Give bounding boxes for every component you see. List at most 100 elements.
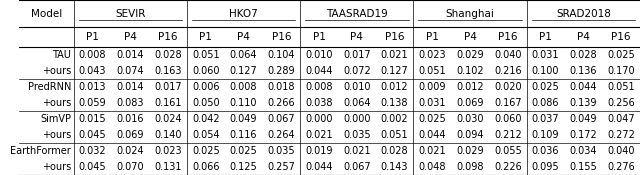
Text: 0.043: 0.043 [79,66,106,76]
Text: +ours: +ours [42,66,71,76]
Text: P16: P16 [385,32,404,42]
Text: 0.051: 0.051 [381,130,408,140]
Text: 0.051: 0.051 [419,66,446,76]
Text: P1: P1 [426,32,439,42]
Text: 0.031: 0.031 [532,50,559,60]
Text: 0.021: 0.021 [305,130,333,140]
Text: 0.048: 0.048 [419,162,446,172]
Text: 0.064: 0.064 [230,50,257,60]
Text: 0.163: 0.163 [154,66,182,76]
Text: 0.036: 0.036 [532,146,559,156]
Text: 0.045: 0.045 [79,162,106,172]
Text: 0.049: 0.049 [570,114,597,124]
Text: 0.083: 0.083 [116,98,144,108]
Text: 0.042: 0.042 [192,114,220,124]
Text: 0.009: 0.009 [419,82,446,92]
Text: P4: P4 [577,32,590,42]
Text: 0.226: 0.226 [494,162,522,172]
Text: 0.010: 0.010 [343,82,371,92]
Text: 0.012: 0.012 [456,82,484,92]
Text: 0.109: 0.109 [532,130,559,140]
Text: 0.143: 0.143 [381,162,408,172]
Text: 0.000: 0.000 [305,114,333,124]
Text: 0.074: 0.074 [116,66,144,76]
Text: 0.104: 0.104 [268,50,295,60]
Text: 0.014: 0.014 [116,50,144,60]
Text: 0.127: 0.127 [381,66,408,76]
Text: 0.136: 0.136 [570,66,597,76]
Text: 0.044: 0.044 [305,66,333,76]
Text: 0.035: 0.035 [268,146,295,156]
Text: 0.019: 0.019 [305,146,333,156]
Text: 0.060: 0.060 [192,66,220,76]
Text: P4: P4 [464,32,477,42]
Text: 0.021: 0.021 [343,146,371,156]
Text: 0.024: 0.024 [116,146,144,156]
Text: 0.025: 0.025 [419,114,446,124]
Text: SimVP: SimVP [40,114,71,124]
Text: 0.008: 0.008 [230,82,257,92]
Text: 0.045: 0.045 [79,130,106,140]
Text: SRAD2018: SRAD2018 [556,9,611,19]
Text: P1: P1 [539,32,552,42]
Text: 0.028: 0.028 [381,146,408,156]
Text: 0.015: 0.015 [79,114,106,124]
Text: +ours: +ours [42,98,71,108]
Text: PredRNN: PredRNN [28,82,71,92]
Text: 0.021: 0.021 [419,146,446,156]
Text: P4: P4 [124,32,137,42]
Text: 0.257: 0.257 [268,162,295,172]
Text: 0.008: 0.008 [79,50,106,60]
Text: 0.028: 0.028 [154,50,182,60]
Text: 0.138: 0.138 [381,98,408,108]
Text: 0.000: 0.000 [343,114,371,124]
Text: 0.125: 0.125 [230,162,257,172]
Text: 0.116: 0.116 [230,130,257,140]
Text: HKO7: HKO7 [229,9,258,19]
Text: 0.028: 0.028 [570,50,597,60]
Text: 0.017: 0.017 [343,50,371,60]
Text: 0.216: 0.216 [494,66,522,76]
Text: 0.024: 0.024 [154,114,182,124]
Text: 0.070: 0.070 [116,162,144,172]
Text: 0.051: 0.051 [192,50,220,60]
Text: 0.289: 0.289 [268,66,295,76]
Text: P1: P1 [313,32,326,42]
Text: 0.014: 0.014 [116,82,144,92]
Text: Shanghai: Shanghai [445,9,495,19]
Text: 0.272: 0.272 [607,130,635,140]
Text: 0.131: 0.131 [154,162,182,172]
Text: 0.155: 0.155 [570,162,597,172]
Text: 0.264: 0.264 [268,130,295,140]
Text: +ours: +ours [42,162,71,172]
Text: 0.025: 0.025 [532,82,559,92]
Text: 0.002: 0.002 [381,114,408,124]
Text: EarthFormer: EarthFormer [10,146,71,156]
Text: 0.020: 0.020 [494,82,522,92]
Text: 0.067: 0.067 [268,114,295,124]
Text: 0.276: 0.276 [607,162,635,172]
Text: 0.044: 0.044 [305,162,333,172]
Text: SEVIR: SEVIR [115,9,145,19]
Text: 0.212: 0.212 [494,130,522,140]
Text: P4: P4 [351,32,364,42]
Text: 0.266: 0.266 [268,98,295,108]
Text: 0.067: 0.067 [343,162,371,172]
Text: 0.170: 0.170 [607,66,635,76]
Text: Model: Model [31,9,62,19]
Text: 0.069: 0.069 [456,98,484,108]
Text: 0.038: 0.038 [305,98,333,108]
Text: 0.008: 0.008 [305,82,333,92]
Text: 0.256: 0.256 [607,98,635,108]
Text: P1: P1 [86,32,99,42]
Text: 0.051: 0.051 [607,82,635,92]
Text: 0.167: 0.167 [494,98,522,108]
Text: 0.060: 0.060 [494,114,522,124]
Text: 0.035: 0.035 [343,130,371,140]
Text: 0.044: 0.044 [419,130,446,140]
Text: 0.069: 0.069 [116,130,144,140]
Text: P16: P16 [158,32,178,42]
Text: 0.016: 0.016 [116,114,144,124]
Text: 0.017: 0.017 [154,82,182,92]
Text: 0.064: 0.064 [343,98,371,108]
